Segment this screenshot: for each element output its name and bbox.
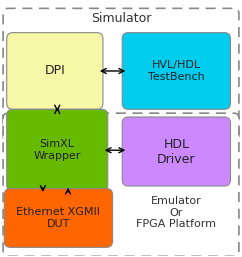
FancyBboxPatch shape <box>122 33 230 109</box>
Text: HVL/HDL
TestBench: HVL/HDL TestBench <box>148 60 205 82</box>
FancyBboxPatch shape <box>7 109 108 191</box>
FancyBboxPatch shape <box>4 189 113 247</box>
Text: DPI: DPI <box>45 65 65 78</box>
Text: SimXL
Wrapper: SimXL Wrapper <box>33 140 81 161</box>
FancyBboxPatch shape <box>7 33 103 109</box>
FancyBboxPatch shape <box>3 8 239 141</box>
Text: Emulator
Or
FPGA Platform: Emulator Or FPGA Platform <box>136 196 216 230</box>
Text: HDL
Driver: HDL Driver <box>157 137 196 166</box>
FancyBboxPatch shape <box>122 117 230 186</box>
Text: Ethernet XGMII
DUT: Ethernet XGMII DUT <box>16 207 100 229</box>
FancyBboxPatch shape <box>3 113 239 256</box>
Text: Simulator: Simulator <box>91 12 151 25</box>
